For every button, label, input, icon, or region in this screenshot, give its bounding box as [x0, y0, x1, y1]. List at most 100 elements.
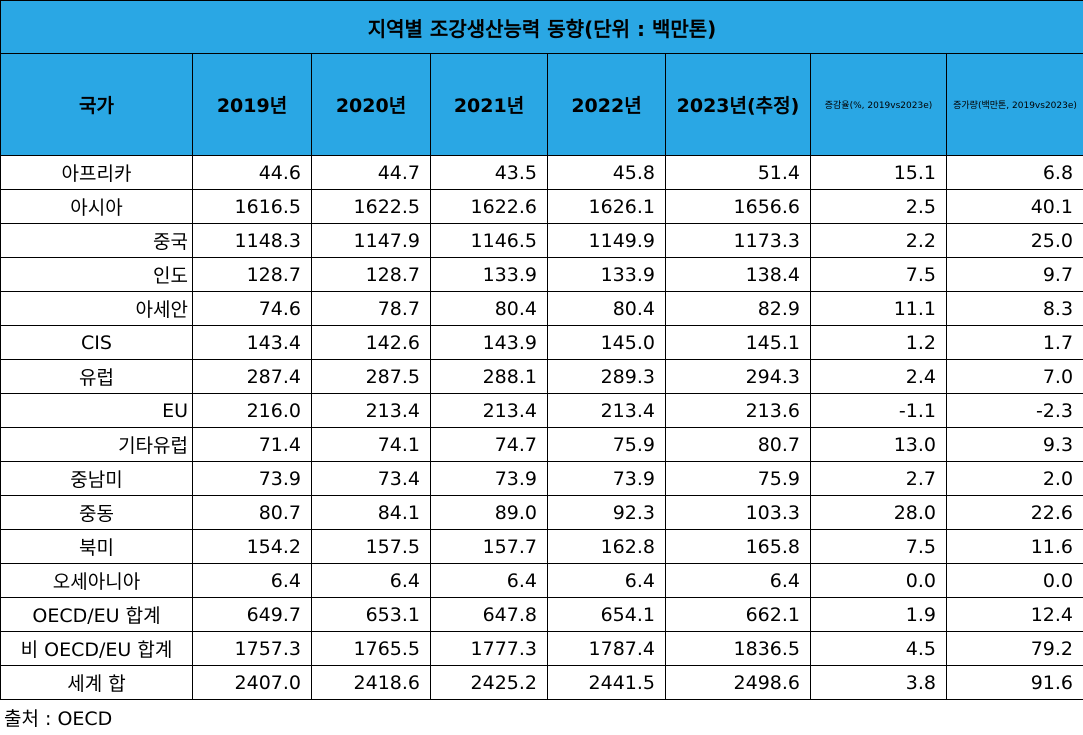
value-cell: 80.4 — [431, 292, 548, 326]
value-cell: 7.5 — [811, 258, 947, 292]
value-cell: 103.3 — [666, 496, 811, 530]
value-cell: 73.9 — [193, 462, 312, 496]
value-cell: 143.9 — [431, 326, 548, 360]
value-cell: 44.6 — [193, 156, 312, 190]
value-cell: 1.7 — [947, 326, 1083, 360]
region-cell: CIS — [1, 326, 193, 360]
value-cell: 213.4 — [431, 394, 548, 428]
header-cell: 2021년 — [431, 54, 548, 156]
value-cell: 649.7 — [193, 598, 312, 632]
header-cell: 국가 — [1, 54, 193, 156]
value-cell: 138.4 — [666, 258, 811, 292]
value-cell: 2.0 — [947, 462, 1083, 496]
value-cell: 287.4 — [193, 360, 312, 394]
value-cell: 1787.4 — [548, 632, 666, 666]
value-cell: 7.0 — [947, 360, 1083, 394]
value-cell: 157.5 — [312, 530, 431, 564]
value-cell: 73.9 — [548, 462, 666, 496]
header-cell: 2023년(추정) — [666, 54, 811, 156]
value-cell: 1757.3 — [193, 632, 312, 666]
value-cell: 6.8 — [947, 156, 1083, 190]
value-cell: 288.1 — [431, 360, 548, 394]
value-cell: 3.8 — [811, 666, 947, 700]
value-cell: 289.3 — [548, 360, 666, 394]
value-cell: 216.0 — [193, 394, 312, 428]
header-cell: 2022년 — [548, 54, 666, 156]
header-cell: 증감율(%, 2019vs2023e) — [811, 54, 947, 156]
value-cell: 1173.3 — [666, 224, 811, 258]
value-cell: 142.6 — [312, 326, 431, 360]
value-cell: 4.5 — [811, 632, 947, 666]
value-cell: 654.1 — [548, 598, 666, 632]
header-cell: 증가량(백만톤, 2019vs2023e) — [947, 54, 1083, 156]
value-cell: 157.7 — [431, 530, 548, 564]
value-cell: 213.4 — [312, 394, 431, 428]
region-cell: EU — [1, 394, 193, 428]
value-cell: 653.1 — [312, 598, 431, 632]
value-cell: 2441.5 — [548, 666, 666, 700]
region-cell: 아프리카 — [1, 156, 193, 190]
value-cell: 1147.9 — [312, 224, 431, 258]
value-cell: 154.2 — [193, 530, 312, 564]
value-cell: 1836.5 — [666, 632, 811, 666]
value-cell: 1777.3 — [431, 632, 548, 666]
value-cell: 1656.6 — [666, 190, 811, 224]
source-note: 출처 : OECD — [0, 700, 1083, 735]
region-cell: 비 OECD/EU 합계 — [1, 632, 193, 666]
value-cell: 22.6 — [947, 496, 1083, 530]
region-cell: 중국 — [1, 224, 193, 258]
value-cell: 133.9 — [548, 258, 666, 292]
value-cell: 294.3 — [666, 360, 811, 394]
value-cell: 128.7 — [193, 258, 312, 292]
value-cell: 287.5 — [312, 360, 431, 394]
value-cell: 11.6 — [947, 530, 1083, 564]
value-cell: 1.2 — [811, 326, 947, 360]
value-cell: 1626.1 — [548, 190, 666, 224]
region-cell: 중동 — [1, 496, 193, 530]
value-cell: 6.4 — [193, 564, 312, 598]
value-cell: 84.1 — [312, 496, 431, 530]
value-cell: 1146.5 — [431, 224, 548, 258]
region-cell: 유럽 — [1, 360, 193, 394]
value-cell: 2407.0 — [193, 666, 312, 700]
value-cell: 128.7 — [312, 258, 431, 292]
value-cell: 74.1 — [312, 428, 431, 462]
value-cell: 2425.2 — [431, 666, 548, 700]
value-cell: 1148.3 — [193, 224, 312, 258]
value-cell: 45.8 — [548, 156, 666, 190]
value-cell: 92.3 — [548, 496, 666, 530]
value-cell: 1.9 — [811, 598, 947, 632]
value-cell: 13.0 — [811, 428, 947, 462]
value-cell: 2498.6 — [666, 666, 811, 700]
value-cell: 0.0 — [947, 564, 1083, 598]
value-cell: 91.6 — [947, 666, 1083, 700]
value-cell: 133.9 — [431, 258, 548, 292]
value-cell: 9.3 — [947, 428, 1083, 462]
value-cell: 2.4 — [811, 360, 947, 394]
value-cell: 73.9 — [431, 462, 548, 496]
value-cell: 28.0 — [811, 496, 947, 530]
value-cell: 1622.5 — [312, 190, 431, 224]
value-cell: 1765.5 — [312, 632, 431, 666]
value-cell: 1149.9 — [548, 224, 666, 258]
value-cell: 165.8 — [666, 530, 811, 564]
region-cell: 인도 — [1, 258, 193, 292]
region-cell: 기타유럽 — [1, 428, 193, 462]
value-cell: 647.8 — [431, 598, 548, 632]
value-cell: 79.2 — [947, 632, 1083, 666]
